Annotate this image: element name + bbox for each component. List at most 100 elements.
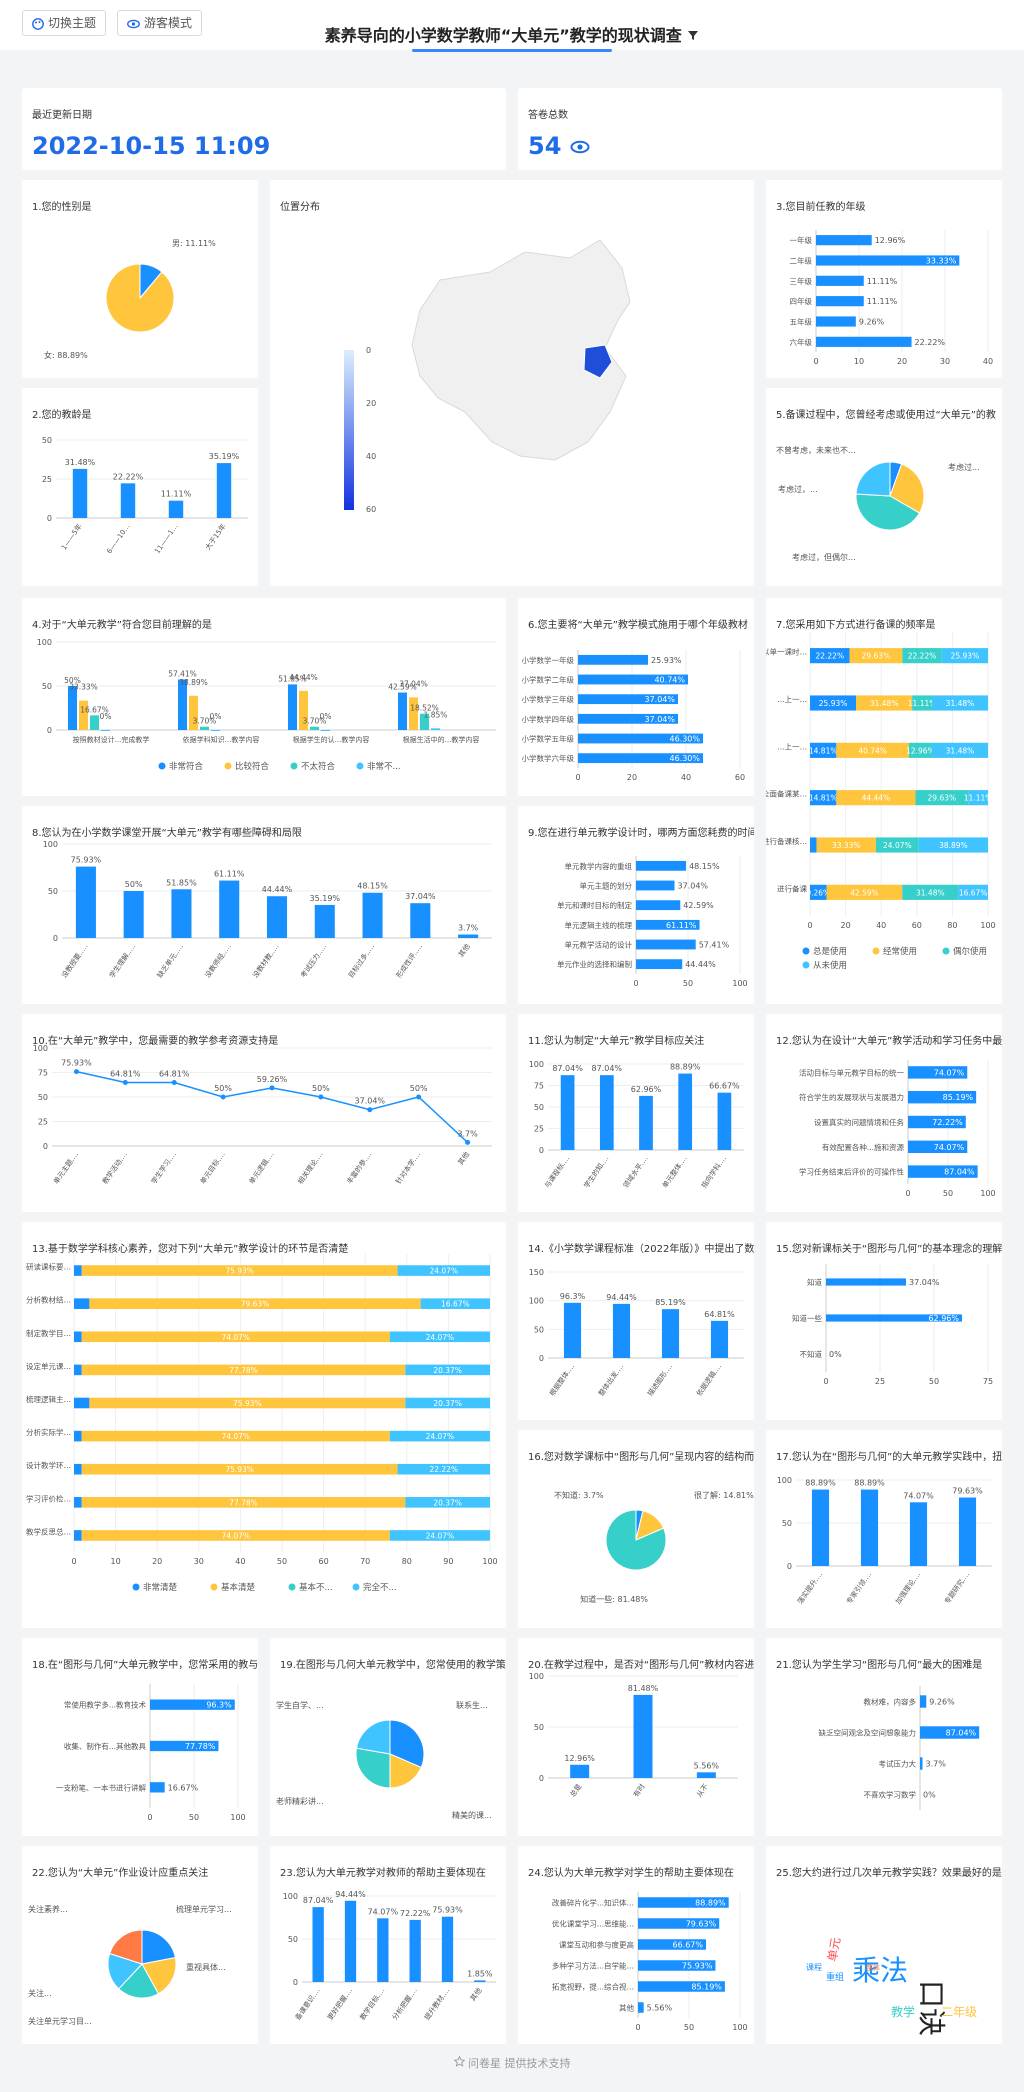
bar (599, 1075, 614, 1150)
data-label: 48.15% (357, 882, 388, 891)
bar (72, 468, 88, 518)
q2-chart: 0 25 50 31.48% 1——5年 22.22% 6——10… 11.11% 11——1…… (42, 436, 248, 555)
stack-segment (958, 884, 988, 900)
x-category: 相关理论.… (296, 1150, 325, 1186)
data-label: 12.96% (875, 236, 906, 245)
y-category: 单元逻辑主线的梳理 (565, 920, 633, 930)
y-category: 一年级 (790, 235, 813, 245)
y-tick: 50 (42, 682, 52, 691)
q13-chart: 0 10 20 30 40 50 60 70 80 90 100 75.93% 24.07% 研读课标要…… (26, 1254, 498, 1593)
q15-title: 15.您对新课标关于“图形与几何”的基本理念的理解 (776, 1244, 1002, 1255)
y-tick: 50 (534, 1723, 544, 1732)
guest-mode-button[interactable]: 游客模式 (117, 10, 203, 36)
segment-label: 77.78% (229, 1498, 258, 1507)
y-tick: 100 (529, 1060, 544, 1069)
word-cloud-word: 二年级 (941, 2005, 977, 2019)
x-category: 专家引领.… (844, 1570, 873, 1606)
legend-swatch (872, 947, 880, 955)
view-eye-icon[interactable] (570, 140, 590, 154)
y-tick: 50 (534, 1103, 544, 1112)
data-label: 85.19% (691, 1983, 722, 1992)
segment-label: 12.96% (906, 746, 935, 755)
legend-swatch (210, 1583, 218, 1591)
data-label: 0% (829, 1350, 842, 1359)
total-responses-label: 答卷总数 (528, 110, 568, 121)
data-label: 1.85% (467, 1969, 493, 1978)
x-category: 没教师经..… (203, 942, 233, 979)
legend-label: 经常使用 (883, 946, 917, 957)
segment-label: 75.93% (233, 1399, 262, 1408)
card-q2: 2.您的教龄是 0 25 50 31.48% 1——5年 22.22% 6——10… 11.11… (22, 388, 258, 586)
q18-chart: 0 50 100 96.3% 常使用教学多...教育技术 77.78% 收集、制作有...其… (56, 1684, 246, 1822)
q9-chart: 0 50 100 48.15% 单元教学内容的重组 37.04% 单元主题的划分 42.59%… (557, 856, 748, 988)
pie-slice (355, 1719, 391, 1755)
line-point (269, 1085, 275, 1091)
x-tick: 0 (575, 773, 580, 782)
x-category: 更好把握.… (325, 1986, 354, 2022)
data-label: 33.33% (69, 683, 98, 692)
x-category: 形成性评..… (394, 942, 424, 979)
data-label: 46.30% (669, 754, 700, 763)
y-category: ...上一… (777, 695, 807, 704)
bar (636, 880, 675, 891)
bar (362, 892, 383, 938)
stack-segment (918, 837, 988, 853)
data-label: 48.15% (689, 862, 720, 871)
y-tick: 0 (293, 1978, 298, 1987)
bar (638, 1981, 725, 1992)
y-category: 小学数学一年级 (522, 655, 575, 665)
x-category: 落实提升.… (795, 1570, 824, 1606)
bar (120, 483, 136, 518)
q20-chart: 0 50 100 12.96% 总是 81.48% 有时 5.56% 从不 (529, 1672, 738, 1799)
y-tick: 0 (43, 1142, 48, 1151)
data-label: 50% (312, 1084, 330, 1093)
q23-chart: 0 50 100 87.04% 备课意识.… 94.44% 更好把握.… 74.07% 教学目标… (283, 1890, 496, 2022)
y-category: 制定教学目… (26, 1328, 71, 1338)
data-label: 85.19% (943, 1093, 974, 1102)
x-tick: 20 (152, 1557, 162, 1566)
data-label: 72.22% (932, 1118, 963, 1127)
bar (578, 753, 704, 764)
stack-segment (81, 1497, 406, 1508)
map-legend-tick: 20 (366, 399, 376, 408)
x-category: 与课程标.… (543, 1154, 572, 1190)
x-category: 根据整体.… (547, 1362, 576, 1398)
stack-segment (81, 1265, 398, 1276)
stack-segment (810, 884, 827, 900)
y-category: 小学数学六年级 (522, 753, 575, 763)
y-tick: 0 (539, 1146, 544, 1155)
segment-label: 16.67% (959, 888, 988, 897)
bar (560, 1075, 575, 1150)
filter-icon[interactable] (687, 29, 699, 41)
card-q15: 15.您对新课标关于“图形与几何”的基本理念的理解 0 25 50 75 37.04% 知道… (766, 1222, 1002, 1420)
y-category: 符合学生的发展现状与发展潜力 (799, 1092, 904, 1102)
x-category: 描述图形.… (645, 1362, 674, 1398)
bar (638, 2002, 644, 2013)
data-label: 25.93% (651, 656, 682, 665)
y-tick: 0 (53, 934, 58, 943)
data-label: 50% (125, 880, 143, 889)
eye-icon (126, 19, 141, 29)
segment-label: 38.89% (939, 841, 968, 850)
data-label: 16.67% (168, 1783, 199, 1792)
y-category: 知道一些 (792, 1313, 822, 1323)
data-label: 87.04% (592, 1064, 623, 1073)
segment-label: 16.67% (441, 1300, 470, 1309)
bar (710, 1320, 729, 1358)
card-q18: 18.在“图形与几何”大单元教学中，您常采用的教与 0 50 100 96.3% 常使用教… (22, 1638, 258, 1836)
pie-label: 不曾考虑，未来也不... (776, 445, 856, 455)
pie-slice (105, 263, 175, 333)
switch-theme-button[interactable]: 切换主题 (22, 10, 107, 36)
bar (908, 1140, 968, 1153)
segment-label: 24.07% (426, 1432, 455, 1441)
stack-segment (81, 1530, 390, 1541)
bar (578, 713, 679, 724)
data-label: 75.93% (71, 856, 102, 865)
bar (420, 713, 429, 730)
bar (409, 697, 418, 730)
bar (578, 654, 649, 665)
data-label: 16.67% (80, 705, 109, 714)
y-category: 分析实际学… (26, 1427, 71, 1437)
bar (178, 679, 187, 730)
y-tick: 25 (38, 1118, 48, 1127)
